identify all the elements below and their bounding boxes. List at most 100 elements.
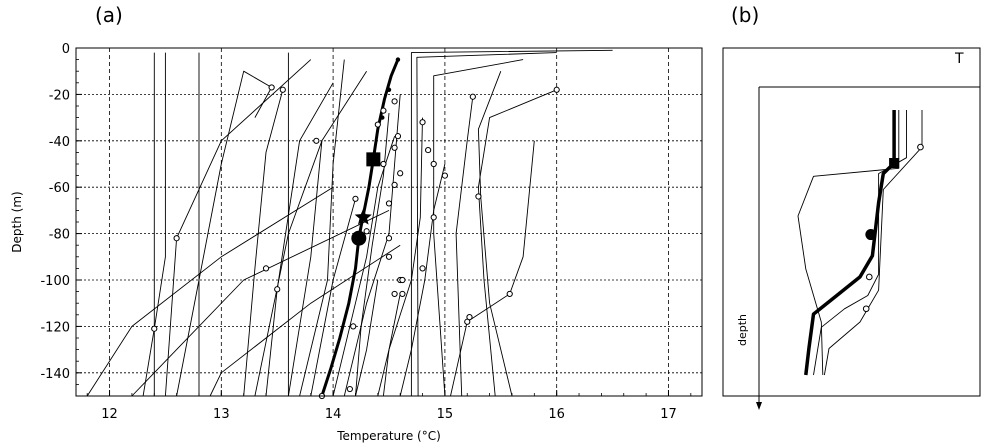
filled-dot-marker [386,87,392,92]
profile-line [310,198,356,397]
schematic-lines [797,110,923,376]
open-circle-marker [352,195,359,202]
y-tick-label: -60 [49,181,70,196]
open-circle-marker [475,193,482,200]
filled-dot-marker [395,57,401,62]
y-tick-label: -140 [40,367,70,382]
open-circle-marker [380,160,387,168]
open-circle-marker [274,286,281,293]
profile-line [399,163,446,397]
profile-line [265,82,334,397]
square-marker [889,158,900,168]
y-ticks: 0 -20 -40 -60 -80 -100 -120 -140 [40,42,82,397]
open-circle-marker [173,235,180,242]
open-circle-marker [346,385,353,393]
profile-line [477,71,513,397]
open-circle-marker [374,121,381,128]
open-circle-marker [399,290,406,298]
open-circle-marker [391,144,398,151]
y-tick-label: -120 [40,320,70,335]
grid [76,47,702,396]
profile-line [287,140,323,397]
profile-line [176,70,273,397]
star-marker [354,208,372,225]
open-circle-marker [391,181,398,188]
open-circle-marker [380,107,387,114]
profile-line [254,70,367,397]
profile-line [164,59,312,397]
schematic-line [813,110,907,376]
open-circle-marker [385,235,393,242]
x-tick-label: 16 [548,407,565,422]
open-circle-marker [151,325,158,332]
open-circle-marker [469,93,476,100]
open-circle-marker [350,323,357,330]
x-axis-title: Temperature (°C) [336,429,441,443]
profile-line [433,59,524,397]
open-circle-marker [553,86,560,93]
open-circle-marker [466,314,473,321]
open-circle-marker [399,276,406,284]
filled-dot-marker [380,115,385,120]
open-circle-marker [917,143,924,151]
x-tick-label: 13 [213,407,230,422]
open-circle-marker [363,228,370,235]
y-tick-label: -100 [40,274,70,289]
open-circle-marker [391,98,398,105]
open-circle-marker [268,84,275,91]
profile-line [243,89,284,397]
depth-axis-label: depth [736,314,749,346]
profile-line [477,89,557,397]
x-tick-label: 12 [101,407,118,422]
profile-lines [86,49,613,397]
plot-frame-a [75,47,703,397]
profile-line [343,94,401,397]
y-tick-label: -80 [49,228,70,243]
x-tick-label: 14 [325,407,342,422]
open-circle-marker [262,265,270,272]
y-tick-label: -40 [49,135,70,150]
profile-line [382,293,401,397]
profile-line [142,52,166,397]
open-circle-marker [419,265,426,272]
open-circle-marker [441,172,448,179]
profile-line [410,49,613,396]
profile-line [299,59,345,397]
open-circle-marker [391,290,398,298]
profile-line [209,244,401,397]
open-circle-marker [506,290,513,298]
open-circle-marker [279,86,286,93]
open-circle-marker [862,305,870,313]
open-circle-marker [866,273,873,281]
panel-a: (a) 12 13 14 15 16 17 0 -20 -40 -60 -80 -100 -120 -1… [10,3,703,443]
open-circle-marker [385,253,393,260]
plot-frame-b [722,47,981,397]
t-axis-label: T [954,51,964,67]
circle-marker [865,229,877,241]
open-circle-marker [394,133,402,140]
y-axis-title: Depth (m) [10,191,24,252]
profile-line [455,96,474,397]
profile-markers [151,57,560,400]
schematic-line [797,110,900,376]
profile-line [332,136,396,397]
profile-line [416,52,557,397]
open-circle-marker [430,214,437,221]
y-tick-label: 0 [62,42,70,57]
open-circle-marker [425,146,432,154]
profile-line [355,279,379,397]
profile-line [131,209,390,397]
profile-line [377,117,423,397]
schematic-markers [862,143,924,313]
x-ticks: 12 13 14 15 16 17 [86,390,692,422]
circle-marker [351,230,367,246]
panel-label-b: (b) [731,3,759,27]
y-tick-label: -20 [49,88,70,103]
panel-b: (b) T depth [722,3,981,410]
panel-label-a: (a) [95,3,123,27]
open-circle-marker [385,200,393,207]
x-tick-label: 15 [437,407,454,422]
profile-line [86,186,334,397]
x-tick-label: 17 [660,407,677,422]
